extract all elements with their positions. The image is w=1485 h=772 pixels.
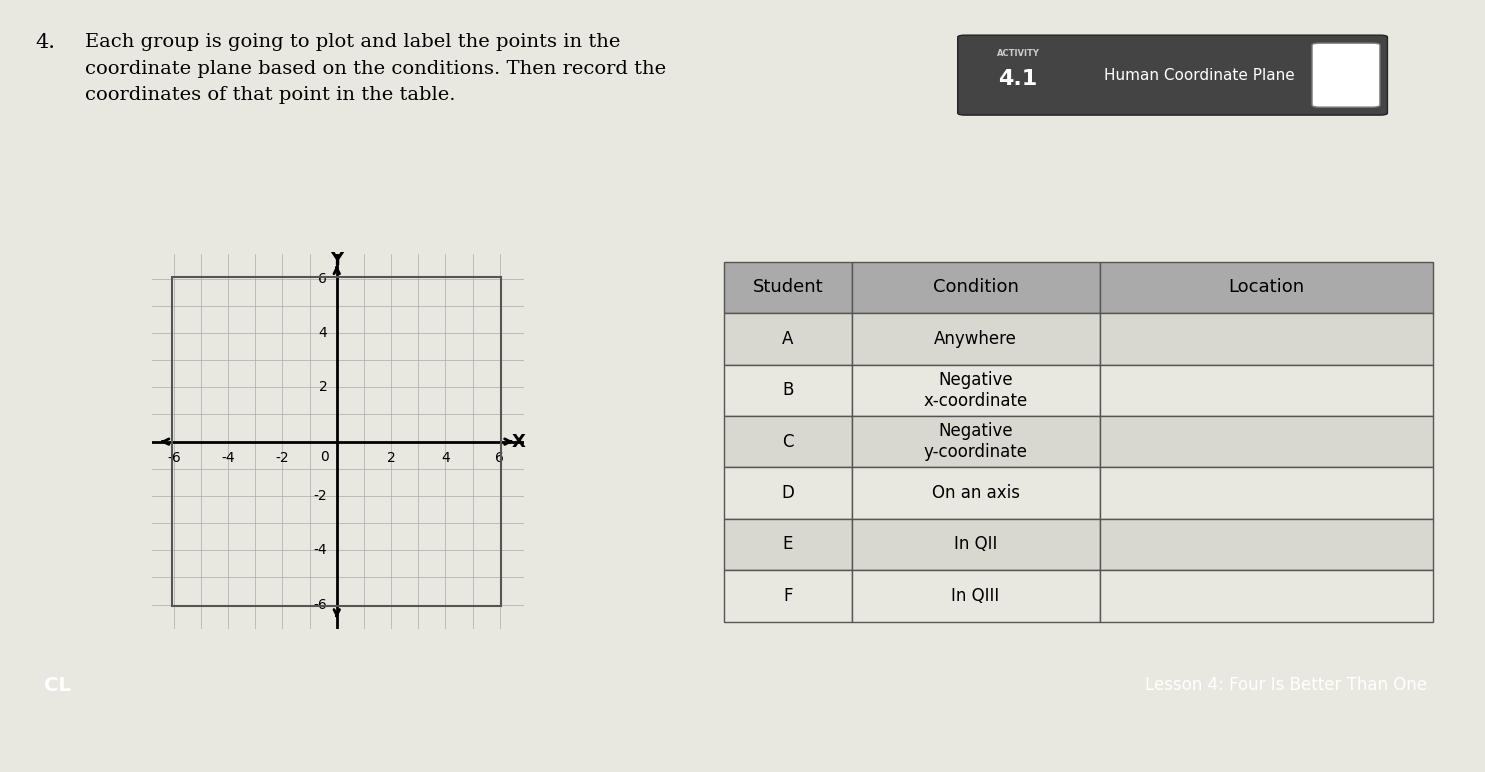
Bar	[851, 571, 1099, 621]
Text: 2: 2	[318, 381, 327, 394]
Bar	[1099, 416, 1433, 467]
Text: E: E	[783, 536, 793, 554]
Bar	[851, 467, 1099, 519]
Text: 4: 4	[318, 326, 327, 340]
Text: Lesson 4: Four Is Better Than One: Lesson 4: Four Is Better Than One	[1145, 676, 1427, 694]
Bar	[725, 262, 851, 313]
Bar	[725, 571, 851, 621]
Text: On an axis: On an axis	[931, 484, 1020, 502]
Text: D: D	[781, 484, 794, 502]
Text: In QIII: In QIII	[952, 587, 999, 604]
Text: 4.1: 4.1	[998, 69, 1038, 89]
Text: 0: 0	[319, 450, 328, 464]
Bar	[1099, 519, 1433, 571]
Text: -2: -2	[276, 451, 290, 466]
Text: -4: -4	[221, 451, 235, 466]
Text: B: B	[783, 381, 793, 399]
Text: Each group is going to plot and label the points in the
coordinate plane based o: Each group is going to plot and label th…	[85, 33, 667, 104]
Text: C: C	[783, 432, 793, 451]
Text: Condition: Condition	[933, 279, 1019, 296]
Bar	[851, 519, 1099, 571]
Text: 4.: 4.	[36, 33, 56, 52]
Text: In QII: In QII	[953, 536, 998, 554]
Text: 4: 4	[441, 451, 450, 466]
Text: Location: Location	[1228, 279, 1304, 296]
Bar	[725, 313, 851, 364]
Bar	[851, 262, 1099, 313]
Bar	[851, 416, 1099, 467]
Bar	[1099, 313, 1433, 364]
Bar	[851, 364, 1099, 416]
Text: Human Coordinate Plane: Human Coordinate Plane	[1103, 68, 1295, 83]
Text: Y: Y	[330, 251, 343, 269]
Text: Negative
y-coordinate: Negative y-coordinate	[924, 422, 1028, 461]
Text: -6: -6	[166, 451, 181, 466]
Text: ACTIVITY: ACTIVITY	[996, 49, 1040, 58]
Bar	[725, 416, 851, 467]
Text: -2: -2	[313, 489, 327, 503]
Bar	[1099, 467, 1433, 519]
Bar	[725, 364, 851, 416]
Bar	[172, 277, 500, 606]
Text: 6: 6	[318, 272, 327, 286]
Text: CL: CL	[45, 676, 71, 695]
Text: 6: 6	[496, 451, 503, 466]
Bar	[1099, 364, 1433, 416]
Text: Student: Student	[753, 279, 823, 296]
Bar	[851, 313, 1099, 364]
Text: Negative
x-coordinate: Negative x-coordinate	[924, 371, 1028, 410]
Text: Anywhere: Anywhere	[934, 330, 1017, 348]
Text: -6: -6	[313, 598, 327, 611]
FancyBboxPatch shape	[1313, 43, 1380, 107]
Text: A: A	[783, 330, 793, 348]
FancyBboxPatch shape	[958, 36, 1387, 115]
Text: X: X	[512, 432, 526, 451]
Text: -4: -4	[313, 543, 327, 557]
Bar	[1099, 571, 1433, 621]
Bar	[725, 467, 851, 519]
Bar	[1099, 262, 1433, 313]
Text: 2: 2	[386, 451, 395, 466]
Text: F: F	[783, 587, 793, 604]
Bar	[725, 519, 851, 571]
